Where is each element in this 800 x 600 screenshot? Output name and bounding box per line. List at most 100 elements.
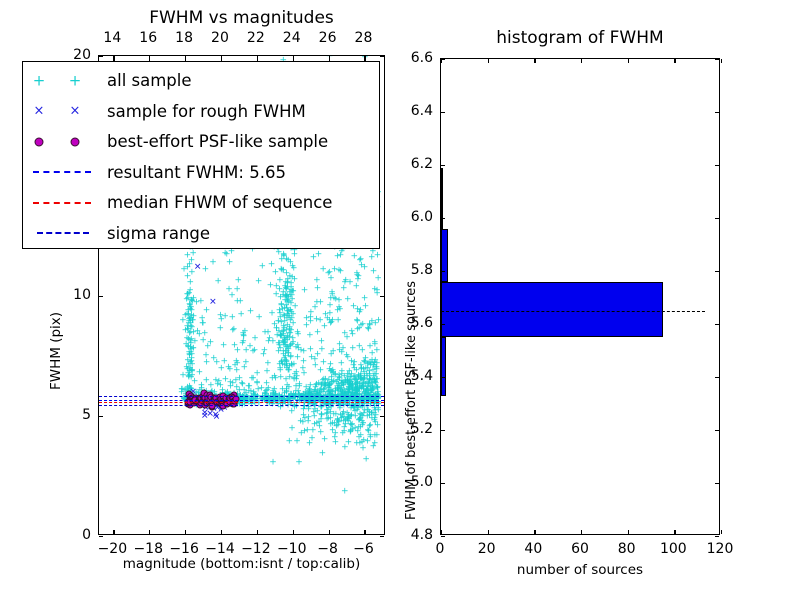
all-sample-point[interactable]: + [284, 311, 292, 322]
all-sample-point[interactable]: + [353, 386, 362, 397]
all-sample-point[interactable]: + [304, 404, 313, 415]
all-sample-point[interactable]: + [353, 379, 362, 390]
all-sample-point[interactable]: + [240, 362, 249, 373]
all-sample-point[interactable]: + [282, 333, 290, 344]
left-axis-x-ticklabel[interactable]: −12 [241, 541, 271, 557]
all-sample-point[interactable]: + [318, 344, 326, 355]
legend-plus-marker[interactable]: + [68, 71, 82, 89]
all-sample-point[interactable]: + [346, 383, 354, 394]
all-sample-point[interactable]: + [182, 339, 190, 350]
all-sample-point[interactable]: + [311, 385, 319, 396]
all-sample-point[interactable]: + [328, 287, 336, 298]
all-sample-point[interactable]: + [283, 335, 292, 346]
all-sample-point[interactable]: + [340, 486, 349, 497]
all-sample-point[interactable]: + [280, 388, 289, 399]
all-sample-point[interactable]: + [351, 380, 360, 391]
all-sample-point[interactable]: + [278, 304, 287, 315]
all-sample-point[interactable]: + [217, 314, 226, 325]
all-sample-point[interactable]: + [369, 390, 378, 401]
all-sample-point[interactable]: + [272, 323, 281, 334]
all-sample-point[interactable]: + [347, 411, 355, 422]
all-sample-point[interactable]: + [339, 393, 348, 404]
all-sample-point[interactable]: + [233, 284, 241, 295]
all-sample-point[interactable]: + [324, 268, 333, 279]
all-sample-point[interactable]: + [374, 403, 382, 414]
all-sample-point[interactable]: + [282, 292, 291, 303]
all-sample-point[interactable]: + [363, 371, 371, 382]
all-sample-point[interactable]: + [178, 384, 186, 395]
all-sample-point[interactable]: + [331, 370, 339, 381]
all-sample-point[interactable]: + [330, 409, 338, 420]
all-sample-point[interactable]: + [366, 382, 375, 393]
all-sample-point[interactable]: + [326, 398, 335, 409]
all-sample-point[interactable]: + [288, 272, 296, 283]
all-sample-point[interactable]: + [306, 344, 315, 355]
all-sample-point[interactable]: + [316, 393, 325, 404]
all-sample-point[interactable]: + [285, 436, 293, 447]
all-sample-point[interactable]: + [356, 373, 364, 384]
all-sample-point[interactable]: + [360, 374, 368, 385]
all-sample-point[interactable]: + [287, 406, 296, 417]
all-sample-point[interactable]: + [374, 315, 383, 326]
all-sample-point[interactable]: + [339, 394, 348, 405]
all-sample-point[interactable]: + [369, 394, 378, 405]
all-sample-point[interactable]: + [337, 378, 345, 389]
all-sample-point[interactable]: + [363, 385, 372, 396]
all-sample-point[interactable]: + [340, 378, 348, 389]
all-sample-point[interactable]: + [280, 337, 289, 348]
all-sample-point[interactable]: + [287, 392, 295, 403]
all-sample-point[interactable]: + [287, 325, 295, 336]
all-sample-point[interactable]: + [276, 331, 285, 342]
all-sample-point[interactable]: + [359, 411, 367, 422]
all-sample-point[interactable]: + [280, 323, 288, 334]
all-sample-point[interactable]: + [190, 376, 199, 387]
all-sample-point[interactable]: + [365, 375, 374, 386]
all-sample-point[interactable]: + [277, 317, 286, 328]
all-sample-point[interactable]: + [344, 393, 352, 404]
all-sample-point[interactable]: + [283, 303, 291, 314]
all-sample-point[interactable]: + [262, 389, 270, 400]
all-sample-point[interactable]: + [369, 365, 377, 376]
x-tick[interactable] [487, 530, 489, 534]
legend-label[interactable]: sample for rough FWHM [107, 101, 306, 121]
all-sample-point[interactable]: + [335, 370, 343, 381]
legend-label[interactable]: resultant FWHM: 5.65 [107, 162, 286, 182]
all-sample-point[interactable]: + [331, 428, 339, 439]
left-axis-x-ticklabel[interactable]: −8 [317, 541, 338, 557]
all-sample-point[interactable]: + [348, 383, 357, 394]
all-sample-point[interactable]: + [341, 378, 349, 388]
all-sample-point[interactable]: + [275, 359, 284, 370]
all-sample-point[interactable]: + [320, 379, 328, 390]
all-sample-point[interactable]: + [280, 250, 288, 261]
all-sample-point[interactable]: + [335, 390, 343, 401]
all-sample-point[interactable]: + [368, 375, 377, 386]
all-sample-point[interactable]: + [240, 331, 248, 342]
legend-dashed-line[interactable] [33, 171, 91, 173]
all-sample-point[interactable]: + [355, 323, 363, 334]
all-sample-point[interactable]: + [344, 416, 352, 427]
all-sample-point[interactable]: + [355, 432, 363, 443]
x-tick[interactable] [581, 530, 583, 534]
all-sample-point[interactable]: + [279, 329, 288, 340]
all-sample-point[interactable]: + [274, 346, 283, 357]
all-sample-point[interactable]: + [316, 427, 325, 438]
all-sample-point[interactable]: + [273, 393, 281, 404]
all-sample-point[interactable]: + [334, 315, 342, 326]
all-sample-point[interactable]: + [357, 383, 366, 394]
all-sample-point[interactable]: + [334, 383, 343, 394]
all-sample-point[interactable]: + [370, 438, 379, 449]
all-sample-point[interactable]: + [364, 324, 373, 335]
all-sample-point[interactable]: + [224, 362, 233, 373]
all-sample-point[interactable]: + [360, 399, 369, 410]
all-sample-point[interactable]: + [338, 393, 346, 404]
all-sample-point[interactable]: + [272, 389, 280, 400]
all-sample-point[interactable]: + [369, 441, 378, 452]
all-sample-point[interactable]: + [278, 327, 286, 338]
all-sample-point[interactable]: + [337, 386, 346, 397]
all-sample-point[interactable]: + [280, 333, 289, 344]
all-sample-point[interactable]: + [273, 330, 281, 341]
all-sample-point[interactable]: + [283, 320, 292, 331]
top-axis-ticklabel[interactable]: 28 [354, 30, 373, 46]
all-sample-point[interactable]: + [355, 379, 364, 390]
all-sample-point[interactable]: + [186, 363, 194, 374]
